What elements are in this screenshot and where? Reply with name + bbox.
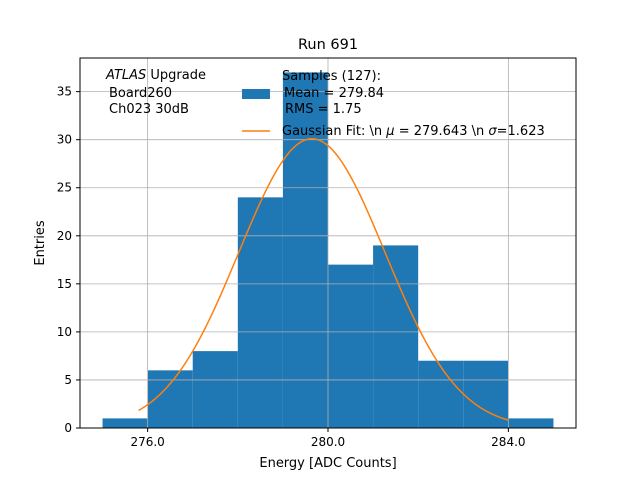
gaussian-fit-line: [138, 137, 509, 421]
y-tick-label-6: 30: [57, 133, 72, 147]
x-axis-ticks: 276.0 280.0 284.0: [130, 428, 526, 449]
y-axis-label: Entries: [33, 220, 48, 266]
y-tick-label-7: 35: [57, 85, 72, 99]
y-tick-label-1: 5: [64, 373, 72, 387]
annotation-block: ATLAS Upgrade Board260 Ch023 30dB: [105, 68, 206, 117]
legend-fit-label: Gaussian Fit: \n μ = 279.643 \n σ=1.623: [282, 124, 545, 139]
y-tick-label-3: 15: [57, 277, 72, 291]
legend-samples-mean: Mean = 279.84: [284, 86, 384, 101]
histogram-bar-3: [237, 197, 283, 428]
x-tick-label-2: 284.0: [491, 435, 525, 449]
legend: Samples (127): Mean = 279.84 RMS = 1.75 …: [242, 69, 545, 139]
chart-title: Run 691: [298, 37, 358, 53]
legend-samples-title: Samples (127):: [282, 69, 381, 84]
channel-label: Ch023 30dB: [109, 102, 189, 117]
y-tick-label-2: 10: [57, 325, 72, 339]
histogram-bars: [102, 72, 554, 428]
histogram-bar-0: [102, 418, 148, 428]
histogram-bar-6: [373, 245, 419, 428]
y-tick-label-4: 20: [57, 229, 72, 243]
y-tick-label-0: 0: [64, 421, 72, 435]
histogram-bar-4: [282, 72, 328, 428]
histogram-bar-9: [508, 418, 554, 428]
x-axis-label: Energy [ADC Counts]: [259, 456, 396, 471]
grid: [80, 58, 576, 428]
x-tick-label-1: 280.0: [311, 435, 345, 449]
legend-samples-rms: RMS = 1.75: [285, 102, 362, 117]
histogram-bar-7: [418, 360, 464, 428]
histogram-bar-2: [192, 351, 238, 428]
legend-swatch-samples: [242, 89, 270, 99]
histogram-bar-8: [463, 360, 509, 428]
board-label: Board260: [109, 86, 172, 101]
atlas-label: ATLAS Upgrade: [105, 68, 206, 83]
histogram-bar-5: [328, 264, 374, 428]
y-tick-label-5: 25: [57, 181, 72, 195]
y-axis-ticks: 0 5 10 15 20 25 30 35: [57, 85, 80, 435]
x-tick-label-0: 276.0: [130, 435, 164, 449]
